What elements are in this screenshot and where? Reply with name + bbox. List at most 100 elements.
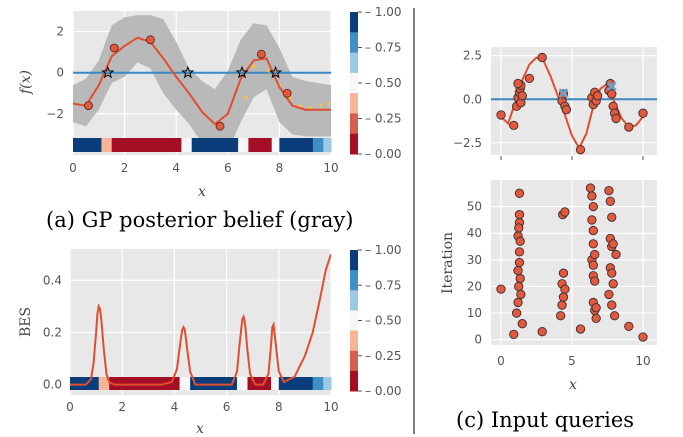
strip-segment [70, 377, 100, 390]
panel-b-ylabel: BES [18, 307, 34, 337]
query-point [587, 215, 597, 225]
observations [84, 35, 292, 131]
query-point [609, 311, 620, 321]
query-point [560, 284, 570, 294]
query-point [575, 324, 586, 334]
ytick-label: 2 [56, 25, 64, 39]
xtick-label: 5 [568, 354, 576, 368]
query-point [604, 289, 614, 300]
panel-c-top: 2.5 0.0 −2.5 [453, 47, 657, 160]
strip-segment [73, 138, 102, 152]
star-marker [181, 65, 195, 79]
query-point [537, 52, 547, 63]
query-point [608, 279, 618, 289]
query-point [517, 91, 527, 101]
panel-b-bg [70, 249, 331, 395]
query-point [611, 249, 621, 260]
xtick-label: 4 [172, 161, 180, 175]
query-points-bottom [496, 183, 648, 342]
colorbar-tick-label: – 0.75 [365, 278, 402, 292]
query-point [561, 105, 571, 115]
true-function-dot [318, 103, 323, 108]
xtick-label: 2 [121, 161, 129, 175]
strip-segment [237, 377, 248, 390]
xtick-label: 8 [276, 161, 284, 175]
strip-segment [278, 377, 314, 390]
query-point [558, 268, 569, 278]
caption-a: (a) GP posterior belief (gray) [46, 208, 353, 232]
observation-point [282, 88, 292, 98]
xtick-label: 0 [66, 400, 74, 414]
ytick-label: 0.0 [43, 378, 62, 392]
query-points-top [496, 52, 648, 155]
strip-segment [323, 138, 332, 152]
query-point [591, 313, 601, 324]
query-point [624, 321, 634, 332]
class-strip-a [73, 138, 332, 152]
observation-point [145, 35, 155, 45]
strip-segment [181, 138, 193, 152]
query-point [587, 191, 597, 201]
query-point [515, 236, 525, 246]
true-function-dot [244, 95, 248, 100]
query-point [611, 113, 621, 124]
xtick-label: 0 [497, 354, 505, 368]
query-point [514, 188, 525, 198]
xtick-label: 10 [635, 354, 650, 368]
colorbar-cell [350, 250, 358, 271]
colorbar-tick-label: – 0.25 [365, 112, 402, 126]
strip-segment [248, 138, 273, 152]
panel-a-xticks: 0 2 4 6 8 10 [69, 161, 338, 175]
query-point [514, 209, 525, 220]
strip-segment [111, 138, 182, 152]
xtick-label: 10 [323, 400, 338, 414]
query-point [590, 276, 600, 286]
strip-segment [271, 377, 280, 390]
bes-curve [70, 253, 331, 386]
query-point [591, 303, 601, 313]
query-point [496, 284, 506, 294]
query-point [607, 89, 617, 99]
cross-marker [606, 81, 617, 92]
colorbar-tick-label: – 0.50 [365, 314, 402, 328]
query-point [555, 311, 566, 321]
star-marker [235, 65, 249, 79]
panel-c-top-yticks: 2.5 0.0 −2.5 [453, 49, 482, 150]
strip-segment [109, 377, 181, 390]
colorbar-cell [350, 72, 358, 94]
strip-segment [247, 377, 272, 390]
panel-b-xlabel: x [196, 421, 204, 437]
query-point [604, 185, 614, 196]
ytick-label: −2 [46, 107, 64, 121]
observation-point [109, 43, 119, 53]
strip-segment [98, 377, 110, 390]
query-point [516, 289, 526, 300]
query-point [509, 329, 519, 340]
ytick-label: 0.2 [43, 325, 62, 339]
strip-segment [279, 138, 314, 152]
colorbar-tick-label: – 1.00 [365, 243, 402, 257]
query-point [607, 300, 617, 310]
query-point [537, 327, 547, 337]
posterior-band [73, 15, 331, 151]
query-point [560, 207, 570, 217]
query-point [607, 268, 617, 278]
colorbar-cell [350, 350, 358, 372]
strip-segment [323, 377, 332, 390]
query-point [557, 300, 567, 310]
ytick-label: 10 [467, 306, 482, 320]
query-point [624, 122, 634, 132]
strip-segment [312, 138, 324, 152]
caption-c: (c) Input queries [456, 408, 634, 432]
strip-segment [271, 138, 280, 152]
ytick-label: 50 [467, 200, 482, 214]
query-point [515, 273, 525, 284]
query-point [558, 292, 569, 302]
colorbar-cell [350, 52, 358, 74]
ytick-label: 40 [467, 226, 482, 240]
strip-segment [238, 138, 249, 152]
xtick-label: 6 [223, 400, 231, 414]
query-point [514, 281, 524, 292]
strip-segment [190, 377, 238, 390]
